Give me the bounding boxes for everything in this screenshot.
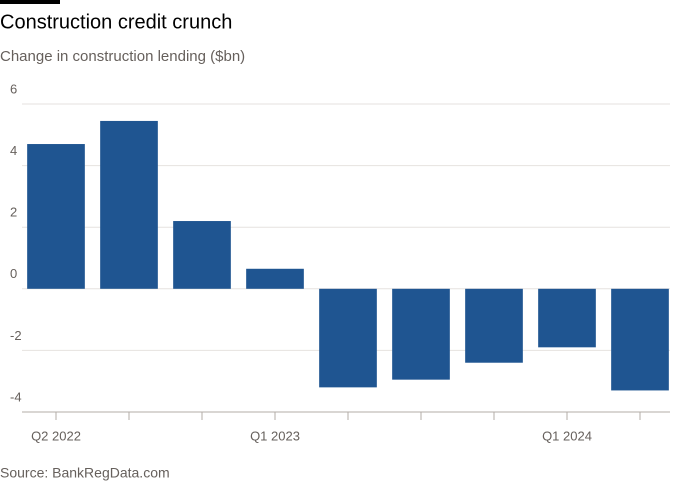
source: Source: BankRegData.com — [0, 465, 170, 481]
bar — [392, 288, 450, 380]
chart-title: Construction credit crunch — [0, 11, 232, 33]
y-tick-label: 0 — [10, 266, 17, 281]
bar — [538, 288, 596, 348]
y-tick-label: -4 — [10, 389, 22, 404]
x-tick-label: Q1 2023 — [250, 428, 300, 443]
y-tick-label: 6 — [10, 81, 17, 96]
bar — [27, 144, 85, 289]
x-tick-label: Q2 2022 — [31, 428, 81, 443]
chart-subtitle: Change in construction lending ($bn) — [0, 48, 245, 65]
x-tick-label: Q1 2024 — [542, 428, 592, 443]
y-tick-label: 4 — [10, 143, 17, 158]
bar — [100, 120, 158, 289]
y-tick-label: 2 — [10, 205, 17, 220]
bar — [319, 288, 377, 388]
bar — [465, 288, 523, 363]
bar — [246, 268, 304, 289]
y-tick-label: -2 — [10, 328, 22, 343]
bar — [173, 221, 231, 289]
brand-bar — [0, 0, 60, 4]
bar — [611, 288, 669, 391]
